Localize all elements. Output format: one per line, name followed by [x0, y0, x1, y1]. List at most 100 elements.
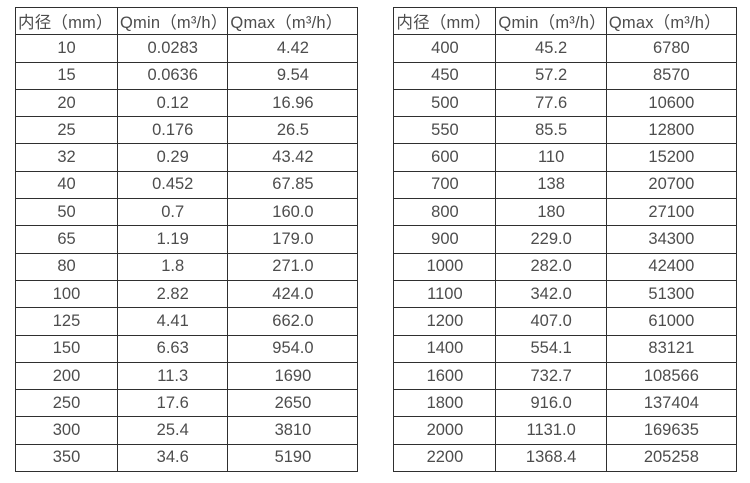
table-cell: 150 — [15, 334, 118, 363]
column-header: Qmax（m³/h） — [227, 6, 359, 36]
table-row: 40 0.452 67.85 — [15, 170, 359, 200]
table-cell: 5190 — [227, 443, 359, 473]
table-row: 350 34.6 5190 — [15, 443, 359, 473]
table-cell: 350 — [15, 443, 118, 473]
table-cell: 1100 — [393, 279, 497, 309]
table-cell: 169635 — [605, 416, 737, 445]
table-cell: 424.0 — [227, 279, 359, 309]
table-cell: 205258 — [605, 443, 737, 473]
table-cell: 1200 — [393, 307, 497, 336]
table-row: 1000 282.0 42400 — [393, 252, 737, 281]
table-cell: 200 — [15, 361, 118, 391]
table-cell: 0.0636 — [116, 61, 229, 90]
table-row: 450 57.2 8570 — [393, 61, 737, 90]
table-row: 15 0.0636 9.54 — [15, 61, 359, 90]
table-cell: 27100 — [605, 198, 737, 227]
diameter-flow-table-large: 内径（mm） Qmin（m³/h） Qmax（m³/h） 400 45.2 6780 450… — [393, 6, 737, 473]
table-row: 2200 1368.4 205258 — [393, 443, 737, 473]
table-row: 125 4.41 662.0 — [15, 307, 359, 336]
table-cell: 180 — [495, 198, 607, 227]
table-row: 100 2.82 424.0 — [15, 279, 359, 309]
table-cell: 110 — [495, 143, 607, 172]
table-row: 300 25.4 3810 — [15, 416, 359, 445]
table-cell: 0.0283 — [116, 34, 229, 63]
table-cell: 25.4 — [116, 416, 229, 445]
table-cell: 51300 — [605, 279, 737, 309]
table-cell: 57.2 — [495, 61, 607, 90]
table-row: 20 0.12 16.96 — [15, 88, 359, 118]
table-row: 900 229.0 34300 — [393, 225, 737, 254]
table-cell: 1368.4 — [495, 443, 607, 473]
table-cell: 954.0 — [227, 334, 359, 363]
table-row: 2000 1131.0 169635 — [393, 416, 737, 445]
table-cell: 1131.0 — [495, 416, 607, 445]
table-cell: 77.6 — [495, 88, 607, 118]
table-cell: 32 — [15, 143, 118, 172]
table-cell: 10 — [15, 34, 118, 63]
table-cell: 1400 — [393, 334, 497, 363]
table-row: 800 180 27100 — [393, 198, 737, 227]
table-cell: 900 — [393, 225, 497, 254]
table-cell: 250 — [15, 389, 118, 418]
table-row: 65 1.19 179.0 — [15, 225, 359, 254]
table-cell: 0.29 — [116, 143, 229, 172]
table-row: 500 77.6 10600 — [393, 88, 737, 118]
table-row: 25 0.176 26.5 — [15, 116, 359, 145]
table-row: 1400 554.1 83121 — [393, 334, 737, 363]
table-cell: 20700 — [605, 170, 737, 200]
header-row: 内径（mm） Qmin（m³/h） Qmax（m³/h） — [15, 6, 359, 36]
table-cell: 550 — [393, 116, 497, 145]
table-cell: 662.0 — [227, 307, 359, 336]
table-cell: 4.42 — [227, 34, 359, 63]
table-cell: 61000 — [605, 307, 737, 336]
table-row: 1800 916.0 137404 — [393, 389, 737, 418]
table-row: 200 11.3 1690 — [15, 361, 359, 391]
table-cell: 0.12 — [116, 88, 229, 118]
table-cell: 732.7 — [495, 361, 607, 391]
table-row: 80 1.8 271.0 — [15, 252, 359, 281]
table-cell: 8570 — [605, 61, 737, 90]
table-cell: 50 — [15, 198, 118, 227]
table-cell: 916.0 — [495, 389, 607, 418]
table-cell: 34300 — [605, 225, 737, 254]
table-cell: 300 — [15, 416, 118, 445]
table-row: 550 85.5 12800 — [393, 116, 737, 145]
table-cell: 0.176 — [116, 116, 229, 145]
table-cell: 1.8 — [116, 252, 229, 281]
column-header: 内径（mm） — [15, 6, 118, 36]
table-row: 1600 732.7 108566 — [393, 361, 737, 391]
table-cell: 15 — [15, 61, 118, 90]
table-cell: 229.0 — [495, 225, 607, 254]
table-cell: 12800 — [605, 116, 737, 145]
table-cell: 42400 — [605, 252, 737, 281]
table-row: 1200 407.0 61000 — [393, 307, 737, 336]
table-cell: 137404 — [605, 389, 737, 418]
table-cell: 16.96 — [227, 88, 359, 118]
table-cell: 400 — [393, 34, 497, 63]
table-cell: 17.6 — [116, 389, 229, 418]
table-cell: 65 — [15, 225, 118, 254]
table-cell: 800 — [393, 198, 497, 227]
table-cell: 34.6 — [116, 443, 229, 473]
table-cell: 67.85 — [227, 170, 359, 200]
table-cell: 1800 — [393, 389, 497, 418]
table-row: 250 17.6 2650 — [15, 389, 359, 418]
table-cell: 6780 — [605, 34, 737, 63]
table-row: 32 0.29 43.42 — [15, 143, 359, 172]
table-cell: 26.5 — [227, 116, 359, 145]
column-header: 内径（mm） — [393, 6, 497, 36]
table-cell: 125 — [15, 307, 118, 336]
table-cell: 85.5 — [495, 116, 607, 145]
table-cell: 43.42 — [227, 143, 359, 172]
table-cell: 3810 — [227, 416, 359, 445]
table-cell: 271.0 — [227, 252, 359, 281]
table-cell: 407.0 — [495, 307, 607, 336]
table-cell: 1600 — [393, 361, 497, 391]
table-cell: 15200 — [605, 143, 737, 172]
table-cell: 1690 — [227, 361, 359, 391]
table-cell: 11.3 — [116, 361, 229, 391]
header-row: 内径（mm） Qmin（m³/h） Qmax（m³/h） — [393, 6, 737, 36]
table-cell: 2000 — [393, 416, 497, 445]
column-header: Qmin（m³/h） — [495, 6, 607, 36]
